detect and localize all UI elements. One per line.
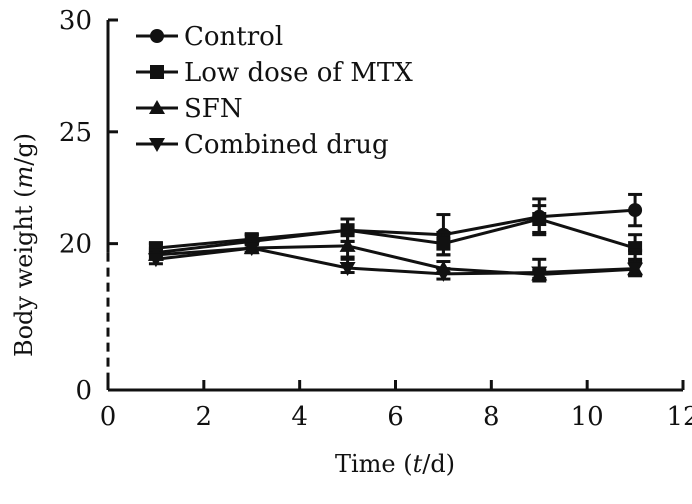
axes: 0 20 25 30 0 2 4 6 8 10 12 — [59, 6, 692, 432]
data-point — [435, 267, 452, 282]
y-tick-label: 30 — [59, 6, 92, 36]
legend-label: Combined drug — [184, 130, 389, 160]
legend-marker — [150, 65, 164, 79]
legend-entry: Combined drug — [136, 130, 389, 160]
legend-entry: SFN — [136, 94, 243, 124]
x-tick-label: 2 — [196, 402, 213, 432]
legend-label: Control — [184, 22, 283, 52]
data-point — [532, 212, 547, 227]
legend-marker — [149, 138, 165, 152]
y-tick-label: 0 — [75, 376, 92, 406]
data-point — [147, 253, 164, 268]
legend-label: SFN — [184, 94, 243, 124]
legend-entry: Control — [136, 22, 283, 52]
y-tick-label: 25 — [59, 118, 92, 148]
data-point — [339, 237, 356, 252]
data-point — [436, 236, 451, 251]
data-point — [627, 262, 644, 277]
series-2 — [147, 230, 644, 281]
legend-entry: Low dose of MTX — [136, 58, 413, 88]
x-axis-label: Time (t/d) — [335, 450, 455, 478]
legend: Control Low dose of MTX SFN Combined drug — [136, 22, 413, 160]
x-tick-label: 12 — [666, 402, 692, 432]
series-line — [155, 217, 636, 250]
data-point — [339, 261, 356, 276]
legend-label: Low dose of MTX — [184, 58, 413, 88]
data-point — [628, 203, 643, 218]
y-axis-label: Body weight (m/g) — [10, 133, 38, 357]
data-marks — [147, 192, 644, 283]
x-tick-label: 8 — [483, 402, 500, 432]
x-tick-label: 4 — [291, 402, 308, 432]
x-tick-label: 6 — [387, 402, 404, 432]
x-tick-label: 0 — [100, 402, 117, 432]
x-tick-label: 10 — [571, 402, 604, 432]
series-3 — [147, 242, 644, 283]
series-line — [155, 246, 636, 276]
series-line — [155, 208, 636, 255]
data-point — [243, 242, 260, 257]
legend-marker — [150, 29, 164, 43]
legend-marker — [149, 100, 165, 114]
data-point — [531, 266, 548, 281]
y-tick-label: 20 — [59, 230, 92, 260]
